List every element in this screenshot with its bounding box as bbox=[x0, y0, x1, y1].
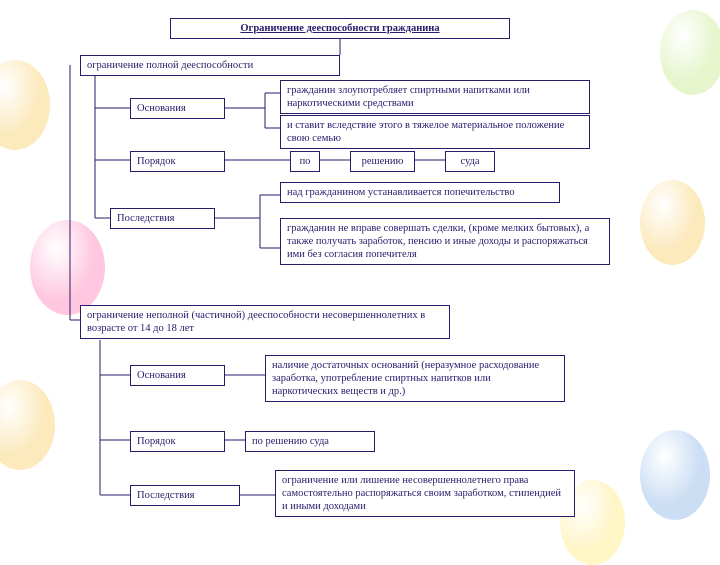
section1-posledstviya-label: Последствия bbox=[110, 208, 215, 229]
balloon-decoration bbox=[30, 220, 105, 315]
section2-osnovaniya-label: Основания bbox=[130, 365, 225, 386]
section2-posledstviya-text: ограничение или лишение несовершеннолетн… bbox=[275, 470, 575, 517]
section1-header: ограничение полной дееспособности bbox=[80, 55, 340, 76]
section2-osnovaniya-text: наличие достаточных оснований (неразумно… bbox=[265, 355, 565, 402]
balloon-decoration bbox=[640, 180, 705, 265]
balloon-decoration bbox=[660, 10, 720, 95]
balloon-decoration bbox=[0, 60, 50, 150]
section2-posledstviya-label: Последствия bbox=[130, 485, 240, 506]
section2-poryadok-label: Порядок bbox=[130, 431, 225, 452]
section1-osnovaniya-b: и ставит вследствие этого в тяжелое мате… bbox=[280, 115, 590, 149]
section2-header: ограничение неполной (частичной) дееспос… bbox=[80, 305, 450, 339]
section1-poryadok-suda: суда bbox=[445, 151, 495, 172]
section1-osnovaniya-a: гражданин злоупотребляет спиртными напит… bbox=[280, 80, 590, 114]
section1-poryadok-po: по bbox=[290, 151, 320, 172]
section2-poryadok-text: по решению суда bbox=[245, 431, 375, 452]
balloon-decoration bbox=[0, 380, 55, 470]
diagram-title: Ограничение дееспособности гражданина bbox=[170, 18, 510, 39]
section1-posledstviya-a: над гражданином устанавливается попечите… bbox=[280, 182, 560, 203]
section1-posledstviya-b: гражданин не вправе совершать сделки, (к… bbox=[280, 218, 610, 265]
section1-poryadok-resheniyu: решению bbox=[350, 151, 415, 172]
section1-poryadok-label: Порядок bbox=[130, 151, 225, 172]
balloon-decoration bbox=[640, 430, 710, 520]
section1-osnovaniya-label: Основания bbox=[130, 98, 225, 119]
